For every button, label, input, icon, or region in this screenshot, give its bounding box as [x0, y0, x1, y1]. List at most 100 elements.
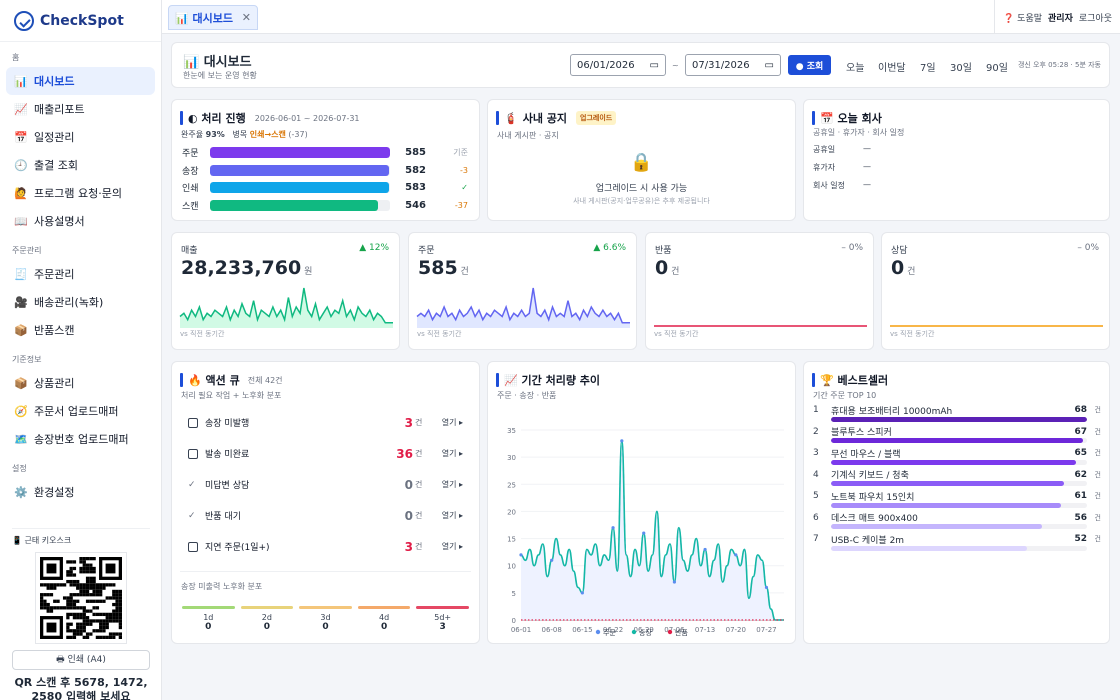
bottleneck-value: 인쇄→스캔: [249, 130, 286, 139]
bestseller-track: [831, 459, 1087, 465]
bestseller-card: 🏆 베스트셀러 기간 주문 TOP 10 1 휴대용 보조배터리 10000mAh…: [803, 361, 1110, 644]
quick-range-button[interactable]: 30일: [950, 63, 972, 74]
quick-range-button[interactable]: 이번달: [878, 63, 906, 74]
sidebar-item-label: 매출리포트: [34, 103, 85, 116]
action-queue-row[interactable]: ✓ 미답변 상담 0 건 열기 ▸: [180, 469, 471, 500]
sidebar-item[interactable]: 📦 반품스캔: [6, 316, 155, 344]
action-queue-label: 송장 미발행: [205, 419, 250, 429]
completion-value: 93%: [205, 130, 225, 139]
progress-row: 스캔 546 -37: [182, 197, 468, 215]
sidebar-item[interactable]: 🧭 주문서 업로드매퍼: [6, 397, 155, 425]
tab-dashboard[interactable]: 📊 대시보드 ✕: [168, 5, 258, 30]
progress-title-text: ◐ 처리 진행: [188, 112, 246, 125]
user-name[interactable]: 관리자: [1048, 13, 1073, 24]
kiosk-print-button[interactable]: 🖶 인쇄 (A4): [12, 650, 150, 670]
kpi-sparkline: [890, 325, 1103, 327]
quick-range-button[interactable]: 7일: [920, 63, 936, 74]
action-queue-row[interactable]: 발송 미완료 36 건 열기 ▸: [180, 438, 471, 469]
checkbox-icon[interactable]: [188, 448, 198, 459]
lock-desc: 사내 게시판(공지·업무공유)은 추후 제공됩니다: [573, 197, 710, 205]
action-queue-unit: 건: [415, 511, 423, 520]
open-link[interactable]: 열기 ▸: [441, 480, 463, 489]
sidebar-item[interactable]: 🎥 배송관리(녹화): [6, 288, 155, 316]
sidebar-item[interactable]: 🕘 출결 조회: [6, 151, 155, 179]
action-queue-row[interactable]: 지연 주문(1일+) 3 건 열기 ▸: [180, 531, 471, 562]
bestseller-row[interactable]: 6 데스크 매트 900x400 56 건: [813, 510, 1101, 532]
progress-rows: 주문 585 기준 송장 582 -3 인쇄 583 ✓ 스캔 546 -37: [182, 144, 468, 214]
bestseller-bar: [831, 481, 1065, 487]
bestseller-count: 62: [1074, 469, 1087, 480]
bestseller-row[interactable]: 4 기계식 키보드 / 청축 62 건: [813, 467, 1101, 489]
logout-link[interactable]: 로그아웃: [1078, 13, 1112, 24]
quick-range-button[interactable]: 오늘: [846, 63, 865, 74]
today-title-text: 📅 오늘 회사: [820, 112, 882, 125]
x-tick-label: 06-01: [511, 626, 531, 634]
bestseller-row[interactable]: 7 USB-C 케이블 2m 52 건: [813, 531, 1101, 553]
lock-title: 업그레이드 시 사용 가능: [595, 184, 688, 194]
kpi-card: 반품 – 0% 0 건 vs 직전 동기간: [645, 232, 874, 350]
sidebar-item[interactable]: 🙋 프로그램 요청·문의: [6, 179, 155, 207]
bottleneck-label: 병목: [232, 130, 248, 139]
sidebar-item[interactable]: 📊 대시보드: [6, 67, 155, 95]
date-separator: ~: [672, 61, 679, 70]
bestseller-row[interactable]: 2 블루투스 스피커 67 건: [813, 424, 1101, 446]
bestseller-name: 휴대용 보조배터리 10000mAh: [831, 406, 953, 417]
date-from-input[interactable]: 06/01/2026 ▭: [570, 54, 666, 76]
progress-row-value: 585: [405, 147, 426, 159]
sparkline-line: [179, 287, 393, 324]
date-to-input[interactable]: 07/31/2026 ▭: [685, 54, 781, 76]
close-icon[interactable]: ✕: [241, 11, 251, 24]
bestseller-rank: 1: [813, 405, 819, 416]
sparkline-area: [417, 288, 630, 328]
bestseller-row[interactable]: 3 무선 마우스 / 블랙 65 건: [813, 445, 1101, 467]
kiosk-title: 📱 근태 키오스크: [12, 528, 150, 546]
quick-range-button[interactable]: 90일: [986, 63, 1008, 74]
progress-row: 주문 585 기준: [182, 144, 468, 162]
y-tick-label: 10: [507, 563, 516, 571]
bestseller-title-text: 🏆 베스트셀러: [820, 374, 889, 387]
sidebar-item[interactable]: 🧾 주문관리: [6, 260, 155, 288]
progress-fill: [210, 182, 390, 194]
action-queue-row[interactable]: ✓ 반품 대기 0 건 열기 ▸: [180, 500, 471, 531]
aq-total: 전체 42건: [247, 375, 283, 385]
bestseller-bar: [831, 438, 1084, 444]
nav-section-title: 주문관리: [12, 246, 42, 255]
gear-icon: ⚙️: [14, 485, 28, 499]
sidebar-item[interactable]: 📈 매출리포트: [6, 95, 155, 123]
kpi-label: 매출: [181, 246, 198, 256]
open-link[interactable]: 열기 ▸: [441, 418, 463, 427]
receipt-icon: 🧾: [14, 267, 28, 281]
open-link[interactable]: 열기 ▸: [441, 542, 463, 551]
checkbox-icon[interactable]: [188, 541, 198, 552]
sidebar-item[interactable]: 📦 상품관리: [6, 369, 155, 397]
aging-label: 3d: [320, 613, 331, 622]
action-queue-label: 미답변 상담: [205, 481, 250, 491]
topbar: 📊 대시보드 ✕ ❓ 도움말 관리자 로그아웃: [162, 0, 1120, 34]
open-link[interactable]: 열기 ▸: [441, 511, 463, 520]
upgrade-badge: 업그레이드: [576, 111, 617, 125]
bar-chart-icon: 📊: [14, 74, 28, 88]
today-card: 📅 오늘 회사 공휴일 · 휴가자 · 회사 일정 공휴일 — 휴가자 — 회사 일정 —: [803, 99, 1110, 221]
checkbox-icon[interactable]: [188, 417, 198, 428]
bestseller-track: [831, 481, 1087, 487]
sidebar-item-label: 출결 조회: [34, 159, 78, 172]
sidebar-item[interactable]: ⚙️ 환경설정: [6, 478, 155, 506]
aging-value: 0: [380, 622, 388, 632]
bestseller-row[interactable]: 5 노트북 파우치 15인치 61 건: [813, 488, 1101, 510]
aging-bucket: 4d 0: [357, 606, 411, 632]
progress-row-label: 주문: [182, 149, 199, 160]
bestseller-row[interactable]: 1 휴대용 보조배터리 10000mAh 68 건: [813, 402, 1101, 424]
date-to-value: 07/31/2026: [692, 59, 750, 71]
query-button[interactable]: ● 조회: [788, 55, 831, 75]
open-link[interactable]: 열기 ▸: [441, 449, 463, 458]
help-link[interactable]: ❓ 도움말: [1003, 13, 1043, 24]
notice-title: 🧯 사내 공지 업그레이드: [496, 110, 617, 126]
sidebar-item[interactable]: 📖 사용설명서: [6, 207, 155, 235]
brand-logo[interactable]: CheckSpot: [0, 0, 161, 42]
bestseller-line: 2 블루투스 스피커 67 건: [813, 425, 1101, 439]
title-accent: [496, 373, 499, 387]
sidebar-item[interactable]: 📅 일정관리: [6, 123, 155, 151]
bestseller-unit: 건: [1094, 406, 1101, 415]
action-queue-row[interactable]: 송장 미발행 3 건 열기 ▸: [180, 407, 471, 438]
sidebar-item[interactable]: 🗺️ 송장번호 업로드매퍼: [6, 425, 155, 453]
